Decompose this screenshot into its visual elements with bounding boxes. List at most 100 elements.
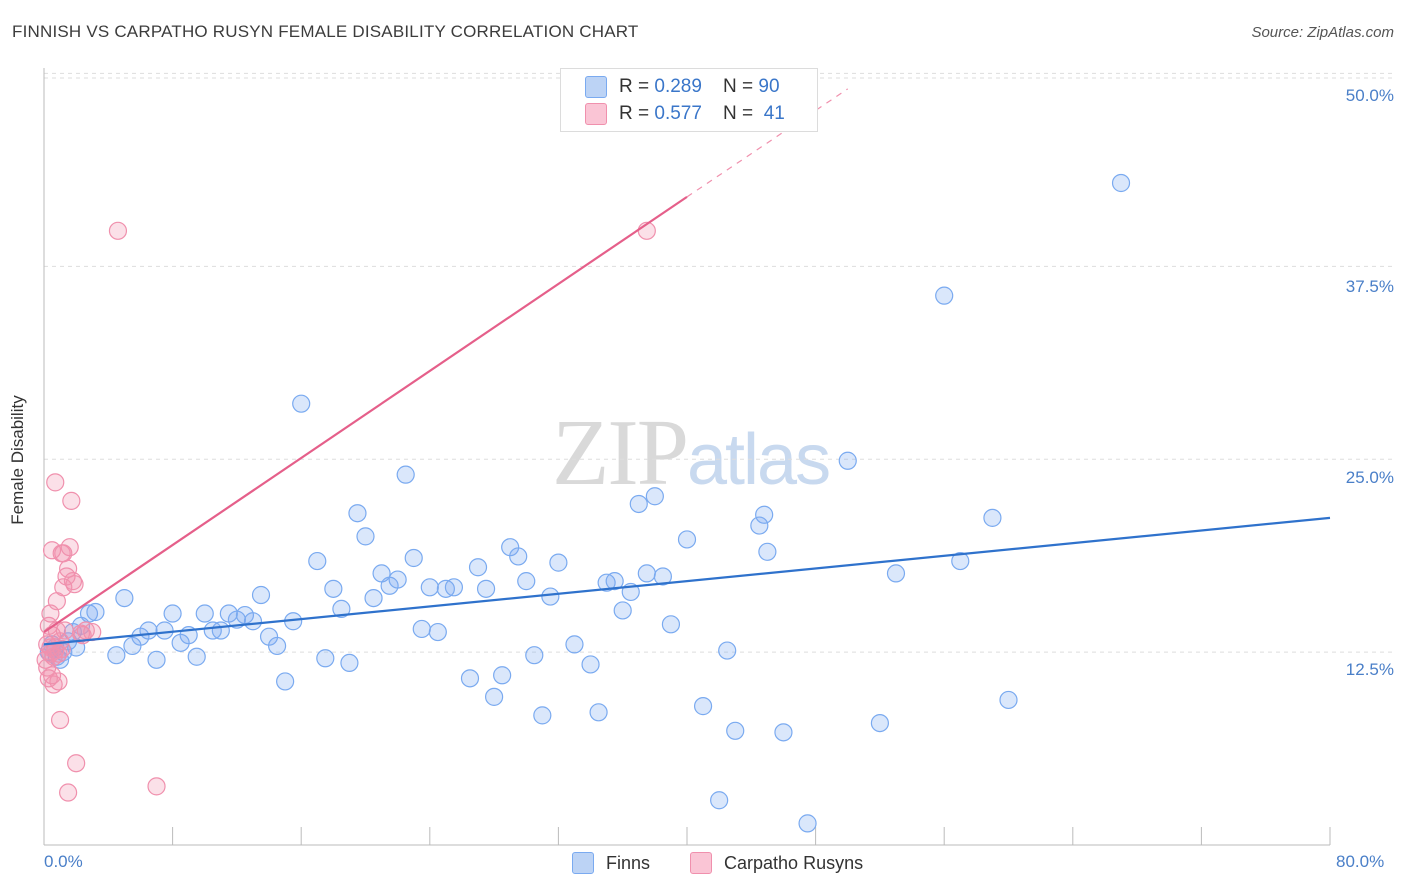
finns-point	[324, 579, 343, 598]
legend-item-rusyns[interactable]: Carpatho Rusyns	[690, 852, 863, 874]
finns-point	[243, 612, 263, 631]
finns-point	[581, 655, 600, 674]
rusyns-point	[54, 578, 73, 597]
finns-point	[420, 578, 439, 597]
watermark: ZIPatlas	[552, 398, 831, 507]
finns-point	[308, 551, 327, 571]
x-tick-label: 0.0%	[44, 852, 83, 871]
rusyns-point	[65, 575, 84, 594]
finns-point	[951, 551, 970, 571]
finns-point	[886, 564, 906, 583]
rusyns-point	[67, 754, 86, 773]
finns-point	[187, 647, 206, 666]
finns-point	[935, 286, 954, 305]
finns-point	[163, 604, 182, 623]
y-tick-label: 25.0%	[1345, 468, 1394, 487]
legend-label: Carpatho Rusyns	[724, 852, 864, 873]
rusyns-trend-line	[43, 195, 688, 633]
finns-point	[267, 636, 287, 656]
finns-point	[364, 588, 383, 608]
finns-point	[750, 516, 769, 535]
finns-point	[155, 621, 174, 640]
rusyns-swatch	[585, 103, 607, 125]
rusyns-swatch	[690, 852, 713, 874]
finns-point	[605, 572, 624, 591]
finns-point	[468, 558, 488, 577]
finns-point	[147, 650, 166, 669]
finns-point	[525, 646, 544, 665]
legend-item-finns[interactable]: Finns	[572, 852, 650, 874]
finns-point	[412, 619, 431, 639]
rusyns-point	[76, 621, 95, 640]
finns-point	[396, 465, 415, 484]
finns-point	[838, 451, 857, 470]
series-legend: Finns Carpatho Rusyns	[572, 852, 903, 874]
finns-point	[195, 604, 214, 623]
finns-point	[718, 641, 737, 660]
finns-point	[485, 687, 504, 706]
finns-point	[276, 672, 295, 691]
finns-point	[983, 508, 1002, 527]
finns-point	[517, 572, 536, 591]
rusyns-point	[46, 641, 65, 660]
finns-point	[637, 564, 656, 583]
finns-point	[428, 622, 447, 642]
finns-point	[107, 646, 126, 665]
finns-point	[677, 530, 697, 549]
finns-point	[726, 721, 745, 740]
watermark-zip: ZIP	[552, 401, 689, 505]
rusyns-point	[44, 675, 63, 694]
finns-point	[476, 579, 496, 598]
watermark-atlas: atlas	[687, 420, 831, 500]
rusyns-point	[46, 473, 65, 492]
y-axis-label: Female Disability	[8, 395, 27, 525]
rusyns-point	[63, 572, 83, 591]
y-tick-label: 12.5%	[1345, 660, 1394, 679]
rusyns-point	[50, 710, 70, 730]
legend-row-finns: R = 0.289 N = 90	[585, 75, 780, 99]
finns-point	[509, 547, 528, 566]
y-tick-label: 50.0%	[1345, 86, 1394, 105]
finns-point	[444, 578, 464, 597]
rusyns-trend-extension	[686, 88, 849, 198]
finns-point	[661, 615, 681, 634]
chart-title: FINNISH VS CARPATHO RUSYN FEMALE DISABIL…	[12, 22, 639, 41]
finns-point	[755, 505, 774, 524]
finns-point	[388, 570, 407, 589]
finns-point	[774, 723, 793, 742]
finns-point	[211, 621, 230, 640]
finns-point	[693, 697, 713, 716]
finns-point	[1111, 173, 1131, 193]
finns-point	[460, 669, 480, 688]
rusyns-point	[147, 777, 166, 796]
finns-point	[589, 703, 608, 722]
finns-point	[653, 567, 672, 586]
finns-point	[348, 504, 367, 523]
finns-point	[139, 621, 158, 640]
finns-point	[798, 814, 817, 833]
legend-label: Finns	[606, 852, 651, 873]
finns-point	[629, 494, 648, 514]
finns-point	[86, 602, 105, 622]
rusyns-point	[62, 491, 81, 510]
finns-point	[533, 706, 552, 725]
finns-swatch	[585, 76, 607, 98]
finns-point	[493, 666, 512, 685]
rusyns-point	[60, 538, 79, 557]
finns-point	[565, 635, 584, 654]
rusyns-point	[42, 541, 62, 560]
y-tick-label: 37.5%	[1345, 277, 1394, 296]
finns-point	[758, 542, 777, 561]
rusyns-point	[108, 221, 128, 240]
finns-point	[316, 649, 335, 668]
finns-point	[404, 548, 423, 568]
finns-trend-line	[43, 516, 1331, 646]
finns-point	[870, 713, 890, 733]
finns-point	[613, 601, 632, 620]
finns-point	[645, 487, 664, 506]
finns-point	[292, 394, 311, 413]
finns-point	[999, 690, 1018, 710]
x-tick-label: 80.0%	[1336, 852, 1385, 871]
finns-point	[340, 653, 359, 673]
